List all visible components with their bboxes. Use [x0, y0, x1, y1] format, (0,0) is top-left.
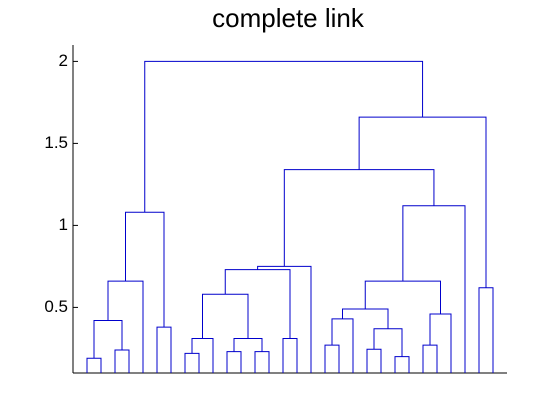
link	[478, 287, 494, 373]
link	[184, 352, 200, 373]
link	[144, 60, 424, 213]
link	[202, 293, 249, 339]
chart-title: complete link	[212, 3, 365, 33]
y-tick-label: 0.5	[44, 297, 68, 316]
link	[394, 356, 410, 373]
link	[429, 313, 452, 373]
link	[257, 265, 312, 373]
link	[125, 211, 165, 328]
link	[283, 169, 435, 267]
link	[86, 357, 102, 373]
y-tick-label: 1.5	[44, 133, 68, 152]
link	[402, 205, 466, 373]
y-tick-label: 2	[59, 51, 68, 70]
link	[93, 320, 123, 359]
link	[254, 351, 270, 373]
link	[358, 116, 487, 288]
link	[233, 338, 263, 352]
link	[331, 318, 354, 373]
link	[324, 344, 340, 373]
link	[191, 338, 214, 373]
link	[156, 326, 172, 373]
link	[366, 348, 382, 373]
y-tick-label: 1	[59, 215, 68, 234]
link	[107, 280, 144, 373]
link	[226, 351, 242, 373]
link	[373, 328, 403, 357]
link	[282, 338, 298, 373]
link	[224, 269, 291, 339]
link	[114, 349, 130, 373]
link	[422, 344, 438, 373]
